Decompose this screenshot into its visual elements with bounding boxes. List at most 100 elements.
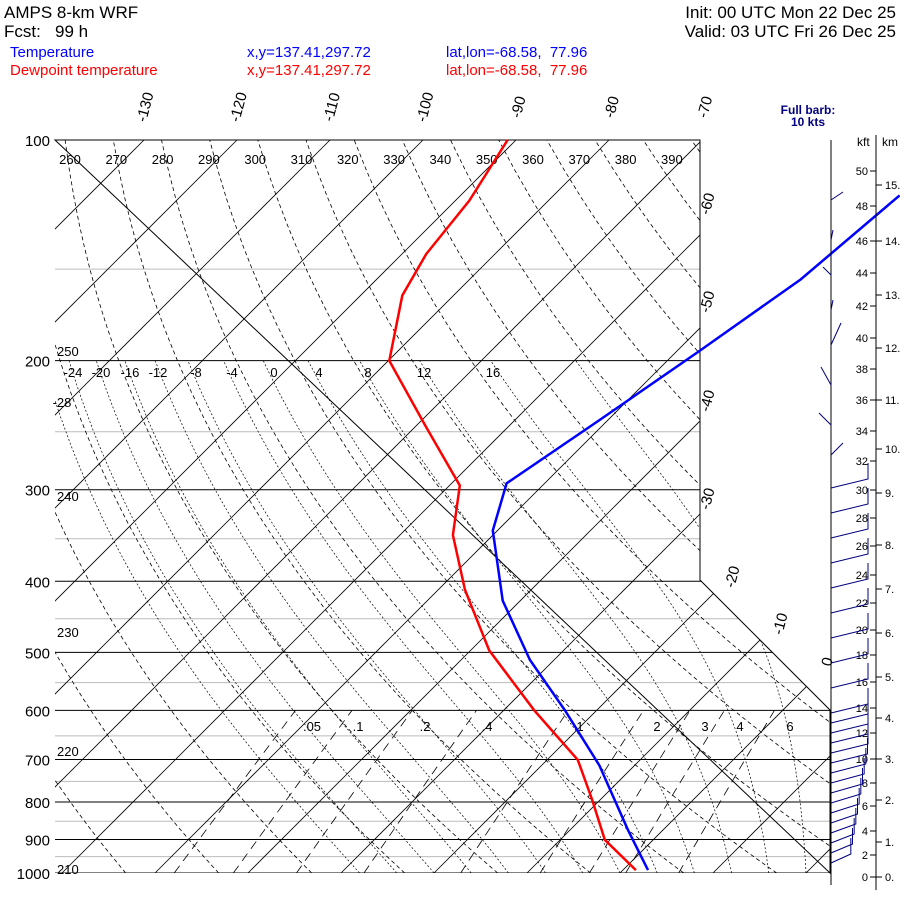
- wind-barb: [830, 768, 863, 794]
- isotherm-label-right: -40: [697, 388, 719, 413]
- valid-time: Valid: 03 UTC Fri 26 Dec 25: [684, 22, 896, 41]
- km-tick-label: 2.: [885, 795, 894, 807]
- wind-barb: [830, 463, 869, 489]
- km-tick-label: 1.: [885, 837, 894, 849]
- legend-temperature-name: Temperature: [10, 44, 95, 61]
- theta-label: 360: [522, 152, 544, 167]
- km-tick-label: 9.: [885, 488, 894, 500]
- isotherm: [247, 140, 830, 873]
- kft-tick-label: 26: [856, 541, 868, 553]
- init-time: Init: 00 UTC Mon 22 Dec 25: [685, 3, 896, 22]
- wind-barb: [830, 299, 834, 311]
- wind-barb: [830, 588, 869, 614]
- isotherm-label-right: -50: [697, 289, 719, 314]
- kft-tick-label: 12: [856, 728, 868, 740]
- thetaw-label: 16: [486, 365, 500, 380]
- km-tick-label: 6.: [885, 628, 894, 640]
- thetaw-label: -20: [92, 365, 111, 380]
- pressure-tick-label: 1000: [17, 866, 50, 883]
- kft-tick-label: 24: [856, 570, 868, 582]
- dry-adiabat: [55, 140, 127, 873]
- kft-tick-label: 36: [856, 395, 868, 407]
- legend-temperature-xy: x,y=137.41,297.72: [247, 44, 371, 61]
- dewpoint-line: [387, 139, 637, 871]
- kft-tick-label: 10: [856, 754, 868, 766]
- km-tick-label: 15.: [885, 180, 900, 192]
- moist-adiabat: [575, 360, 807, 873]
- pressure-tick-label: 100: [25, 133, 50, 150]
- km-tick-label: 13.: [885, 290, 900, 302]
- wind-barb: [830, 191, 844, 201]
- thetaw-label: 0: [270, 365, 277, 380]
- moist-adiabat: [490, 360, 770, 873]
- theta-label: 370: [568, 152, 590, 167]
- pressure-tick-label: 200: [25, 354, 50, 371]
- dry-adiabat: [161, 140, 684, 873]
- km-axis-label: km: [882, 135, 898, 149]
- theta-label: 300: [244, 152, 266, 167]
- barb-note-line1: Full barb:: [781, 103, 836, 117]
- kft-tick-label: 42: [856, 301, 868, 313]
- mixing-ratio-label: 6: [786, 719, 793, 734]
- pressure-tick-label: 700: [25, 752, 50, 769]
- theta-left-label: 250: [57, 344, 79, 359]
- wind-barb: [822, 266, 832, 276]
- theta-label: 280: [152, 152, 174, 167]
- kft-tick-label: 22: [856, 598, 868, 610]
- dry-adiabat: [55, 140, 219, 873]
- mixing-ratio-label: .2: [420, 719, 431, 734]
- moist-adiabat: [55, 360, 360, 873]
- km-tick-label: 5.: [885, 672, 894, 684]
- wind-barb: [830, 638, 869, 664]
- mixing-ratio-line: [678, 710, 775, 873]
- wind-barb: [830, 538, 869, 564]
- theta-label: 380: [615, 152, 637, 167]
- wind-barb: [820, 366, 832, 386]
- mixing-ratio-line: [539, 710, 644, 873]
- thetaw-label: 12: [417, 365, 431, 380]
- kft-tick-label: 16: [856, 677, 868, 689]
- wind-barb: [830, 513, 869, 539]
- km-tick-label: 0.: [885, 872, 894, 884]
- kft-tick-label: 40: [856, 333, 868, 345]
- wind-barb: [830, 322, 842, 346]
- kft-tick-label: 44: [856, 268, 868, 280]
- pressure-tick-label: 900: [25, 832, 50, 849]
- thetaw-label: -28: [53, 395, 72, 410]
- isotherm-label: -90: [508, 94, 530, 119]
- kft-tick-label: 0: [862, 872, 868, 884]
- kft-axis-label: kft: [857, 135, 870, 149]
- isotherm: [340, 140, 830, 873]
- kft-tick-label: 38: [856, 364, 868, 376]
- moist-adiabat: [359, 360, 695, 873]
- isotherm: [619, 140, 830, 873]
- isotherm-label: -70: [694, 94, 716, 119]
- wind-barb: [830, 488, 869, 514]
- km-tick-label: 12.: [885, 343, 900, 355]
- thetaw-label: -8: [190, 365, 202, 380]
- mixing-ratio-label: 1: [576, 719, 583, 734]
- theta-label: 330: [383, 152, 405, 167]
- isotherm-label: -80: [601, 94, 623, 119]
- isotherm-label: -100: [413, 90, 437, 123]
- moist-adiabat: [95, 360, 435, 873]
- dry-adiabat: [691, 140, 830, 873]
- forecast-hour: Fcst: 99 h: [4, 22, 89, 41]
- theta-left-label: 230: [57, 625, 79, 640]
- mixing-ratio-line: [363, 710, 477, 873]
- mixing-ratio-line: [589, 710, 691, 873]
- dry-adiabat: [401, 140, 830, 873]
- kft-tick-label: 48: [856, 201, 868, 213]
- km-tick-label: 8.: [885, 540, 894, 552]
- dry-adiabat: [55, 140, 312, 873]
- kft-tick-label: 34: [856, 426, 868, 438]
- kft-tick-label: 4: [862, 826, 868, 838]
- mixing-ratio-line: [296, 710, 413, 873]
- dry-adiabat: [305, 140, 830, 873]
- wind-barb: [830, 778, 862, 804]
- theta-label: 310: [291, 152, 313, 167]
- moist-adiabat: [262, 360, 621, 873]
- wind-barb: [830, 229, 834, 241]
- dry-adiabat: [353, 140, 830, 873]
